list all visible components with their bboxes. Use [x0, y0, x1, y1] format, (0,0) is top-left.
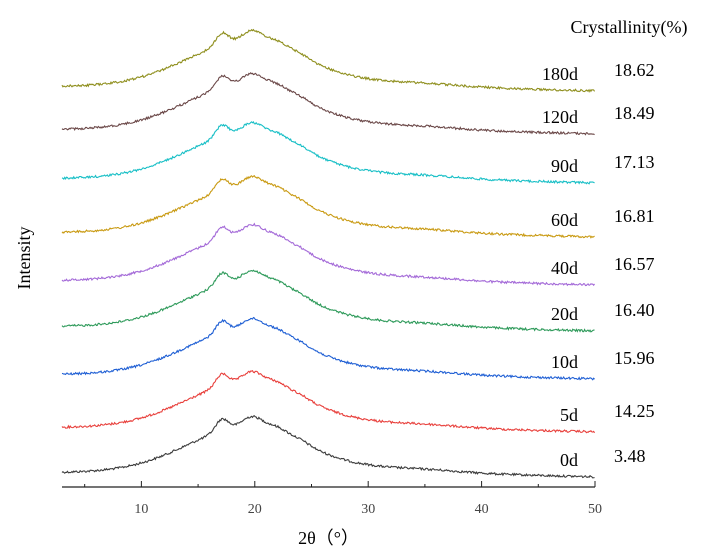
series-label-10d: 10d	[551, 352, 578, 372]
series-labels: 0d 3.48 5d 14.25 10d 15.96 20d 16.40 40d 16.57 60d…	[542, 60, 655, 470]
y-axis-title: Intensity	[14, 227, 34, 290]
x-axis-title: 2θ（°）	[298, 528, 359, 548]
series-line-5d	[61, 369, 596, 434]
series-label-20d: 20d	[551, 304, 578, 324]
series-line-180d	[61, 28, 596, 93]
x-tick-label: 20	[248, 502, 262, 517]
series-line-10d	[61, 316, 595, 381]
crystallinity-value-180d: 18.62	[614, 60, 655, 80]
crystallinity-value-0d: 3.48	[614, 446, 646, 466]
x-tick-label: 30	[361, 502, 375, 517]
crystallinity-value-90d: 17.13	[614, 152, 655, 172]
series-line-0d	[61, 415, 595, 479]
series-label-90d: 90d	[551, 156, 578, 176]
series-label-180d: 180d	[542, 64, 578, 84]
series-label-120d: 120d	[542, 107, 578, 127]
series-line-90d	[61, 120, 595, 185]
axes: 10 20 30 40 50	[62, 481, 602, 517]
crystallinity-column-header: Crystallinity(%)	[571, 17, 688, 38]
crystallinity-value-20d: 16.40	[614, 300, 655, 320]
crystallinity-value-10d: 15.96	[614, 348, 655, 368]
series-line-120d	[61, 71, 595, 136]
x-tick-label: 10	[134, 502, 148, 517]
crystallinity-value-60d: 16.81	[614, 206, 655, 226]
series-curves	[61, 28, 596, 479]
series-label-5d: 5d	[560, 405, 578, 425]
series-label-40d: 40d	[551, 258, 578, 278]
crystallinity-value-5d: 14.25	[614, 401, 655, 421]
x-tick-label: 40	[475, 502, 489, 517]
crystallinity-value-120d: 18.49	[614, 103, 655, 123]
series-line-20d	[61, 269, 595, 333]
x-ticks: 10 20 30 40 50	[84, 481, 602, 517]
crystallinity-value-40d: 16.57	[614, 254, 655, 274]
series-label-60d: 60d	[551, 210, 578, 230]
series-label-0d: 0d	[560, 450, 578, 470]
x-tick-label: 50	[588, 502, 602, 517]
series-line-40d	[61, 222, 596, 287]
series-line-60d	[61, 175, 595, 239]
